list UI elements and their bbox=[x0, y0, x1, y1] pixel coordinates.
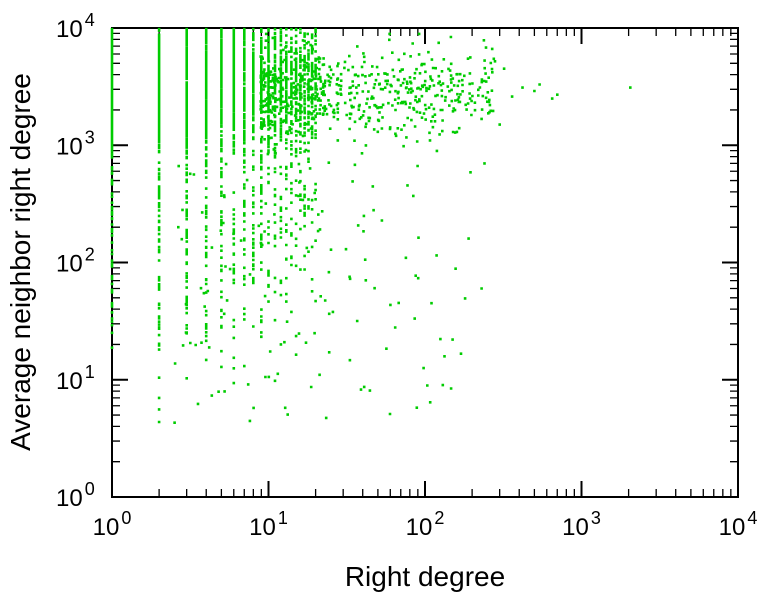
y-tick-label: 10 1 bbox=[56, 362, 95, 395]
major-ticks bbox=[111, 27, 739, 498]
tick-labels: 10 0 10 1 10 2 10 3 10 4 10 0 10 1 10 2 10 3 10 4 bbox=[56, 10, 757, 541]
scatter-points-group bbox=[110, 27, 632, 425]
x-tick-label: 10 2 bbox=[406, 508, 445, 541]
x-tick-label: 10 0 bbox=[93, 508, 132, 541]
minor-ticks bbox=[112, 28, 738, 497]
y-tick-label: 10 4 bbox=[56, 10, 95, 43]
x-tick-label: 10 4 bbox=[719, 508, 758, 541]
tick-marks bbox=[111, 27, 739, 498]
y-tick-label: 10 3 bbox=[56, 127, 95, 160]
x-axis-label: Right degree bbox=[345, 561, 505, 592]
scatter-points bbox=[110, 27, 632, 425]
y-tick-label: 10 0 bbox=[56, 479, 95, 512]
y-axis-label: Average neighbor right degree bbox=[5, 73, 36, 451]
x-tick-label: 10 3 bbox=[562, 508, 601, 541]
y-tick-label: 10 2 bbox=[56, 245, 95, 278]
x-tick-label: 10 1 bbox=[249, 508, 288, 541]
